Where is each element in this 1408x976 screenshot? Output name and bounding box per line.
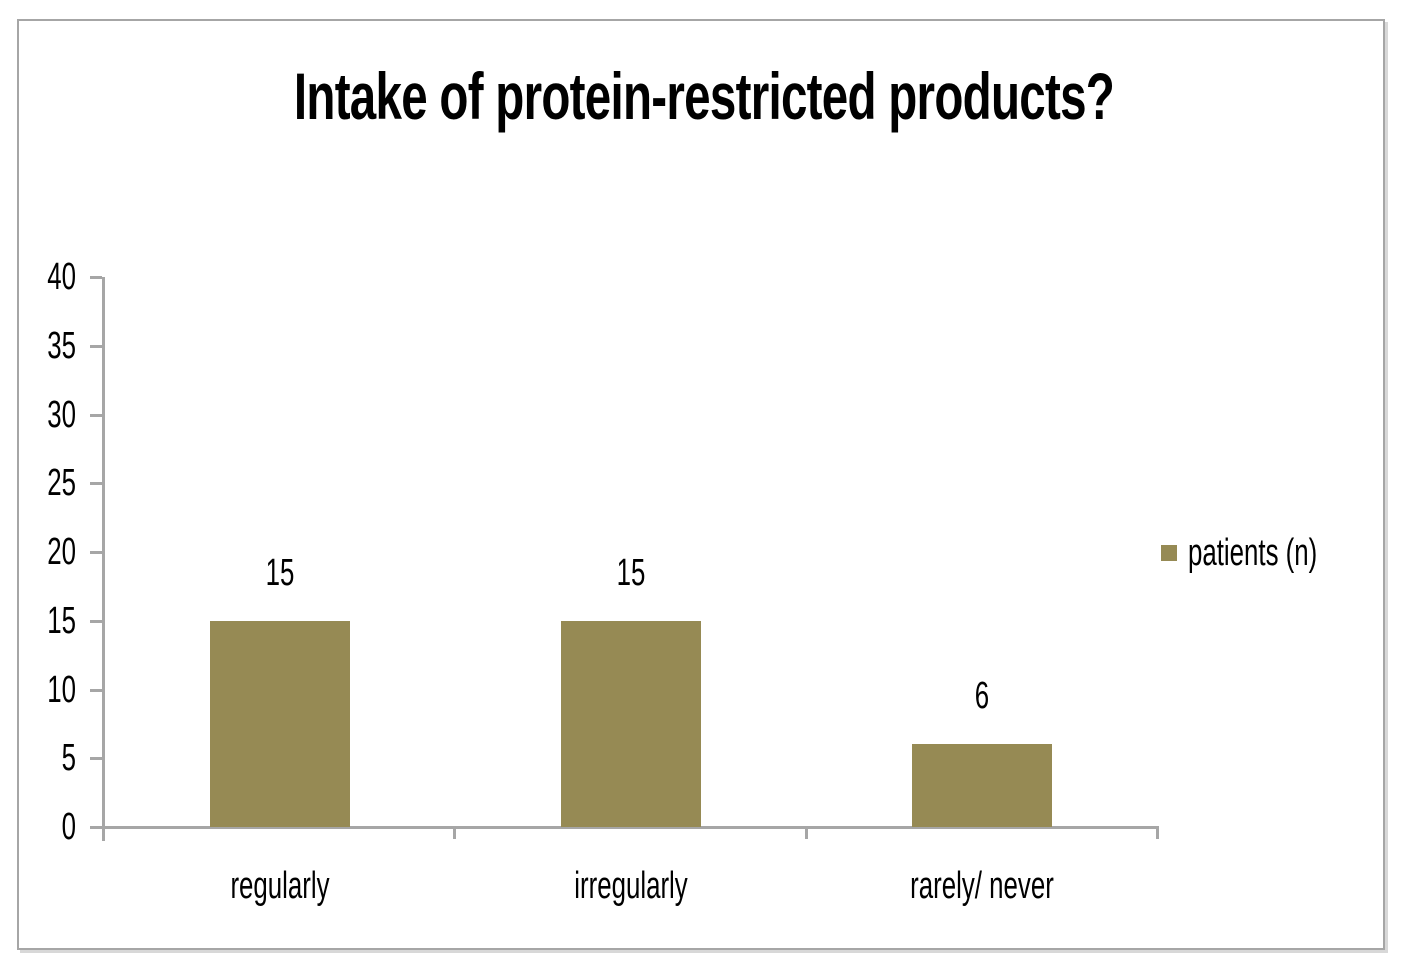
y-tick-label: 30 [47, 393, 76, 436]
legend: patients (n) [1161, 530, 1378, 576]
bar-value-label: 15 [265, 552, 295, 594]
y-tick-label: 5 [61, 737, 76, 780]
y-tick-label: 40 [47, 256, 76, 298]
x-category-label: rarely/ never [910, 865, 1054, 907]
y-tick-label: 35 [47, 324, 76, 367]
y-tick-label: 0 [61, 806, 76, 848]
y-tick-label: 10 [47, 668, 76, 711]
y-axis-tick [90, 413, 102, 417]
x-category-label: irregularly [574, 865, 688, 907]
y-axis-tick [90, 551, 102, 554]
x-category-label: regularly [230, 865, 330, 907]
x-axis-tick [804, 826, 808, 839]
x-axis-line [90, 826, 1158, 829]
y-axis-tick [90, 344, 102, 348]
legend-series-label: patients (n) [1188, 532, 1318, 574]
y-axis-tick [90, 688, 102, 692]
bar-irregularly [561, 621, 701, 827]
x-axis-tick [1156, 826, 1159, 839]
bar-value-label: 6 [974, 675, 990, 717]
bar-regularly [210, 621, 350, 827]
x-axis-tick [453, 826, 457, 839]
y-axis-tick [90, 757, 102, 761]
y-axis-tick [90, 619, 102, 623]
bar-rarely-never [912, 744, 1052, 827]
legend-color-swatch [1161, 545, 1177, 561]
y-tick-label: 25 [47, 462, 76, 505]
y-tick-label: 20 [47, 531, 76, 573]
chart-title: Intake of protein-restricted products? [293, 59, 1115, 133]
y-axis-line [102, 277, 105, 841]
y-tick-label: 15 [47, 599, 76, 642]
bar-value-label: 15 [616, 552, 646, 594]
y-axis-tick [90, 276, 102, 279]
y-axis-tick [90, 826, 102, 829]
y-axis-tick [90, 482, 102, 486]
